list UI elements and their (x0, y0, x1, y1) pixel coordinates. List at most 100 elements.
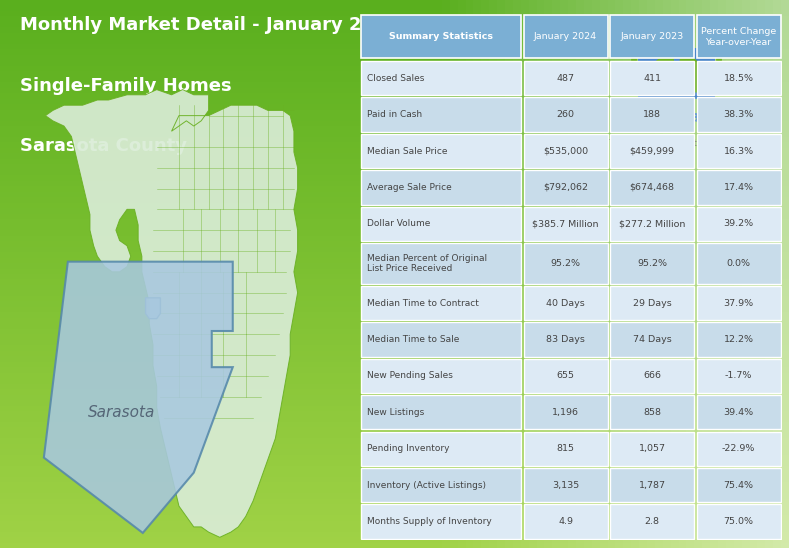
Text: 39.4%: 39.4% (724, 408, 753, 417)
Text: $792,062: $792,062 (543, 183, 588, 192)
FancyBboxPatch shape (697, 134, 780, 168)
Text: Dollar Volume: Dollar Volume (368, 219, 431, 229)
Text: Single-Family Homes: Single-Family Homes (20, 77, 231, 95)
Text: Pending Inventory: Pending Inventory (368, 444, 450, 453)
Circle shape (622, 17, 647, 39)
Text: Months Supply of Inventory: Months Supply of Inventory (368, 517, 492, 526)
Text: Average Sale Price: Average Sale Price (368, 183, 452, 192)
FancyBboxPatch shape (610, 98, 694, 132)
Text: Florida: Florida (628, 111, 686, 125)
FancyBboxPatch shape (524, 286, 608, 320)
FancyBboxPatch shape (610, 322, 694, 357)
FancyBboxPatch shape (361, 395, 521, 430)
FancyBboxPatch shape (524, 61, 608, 95)
FancyBboxPatch shape (524, 395, 608, 430)
Text: 16.3%: 16.3% (724, 146, 753, 156)
Text: 12.2%: 12.2% (724, 335, 753, 344)
Circle shape (664, 17, 689, 39)
FancyBboxPatch shape (697, 207, 780, 241)
FancyBboxPatch shape (361, 504, 521, 539)
FancyBboxPatch shape (361, 468, 521, 503)
FancyBboxPatch shape (697, 504, 780, 539)
Text: Closed Sales: Closed Sales (368, 73, 424, 83)
Text: 858: 858 (643, 408, 661, 417)
Polygon shape (44, 261, 233, 533)
Text: 74 Days: 74 Days (633, 335, 671, 344)
FancyBboxPatch shape (361, 243, 521, 284)
Text: 29 Days: 29 Days (633, 299, 671, 307)
FancyBboxPatch shape (361, 207, 521, 241)
Text: 1,787: 1,787 (638, 481, 666, 490)
FancyBboxPatch shape (638, 48, 715, 99)
FancyBboxPatch shape (610, 134, 694, 168)
FancyBboxPatch shape (524, 504, 608, 539)
FancyBboxPatch shape (610, 61, 694, 95)
FancyBboxPatch shape (697, 468, 780, 503)
Text: January 2024: January 2024 (534, 32, 597, 41)
Polygon shape (46, 90, 297, 537)
FancyBboxPatch shape (697, 15, 780, 59)
FancyBboxPatch shape (697, 432, 780, 466)
Text: Median Percent of Original
List Price Received: Median Percent of Original List Price Re… (368, 254, 488, 273)
FancyBboxPatch shape (697, 286, 780, 320)
Text: 2.8: 2.8 (645, 517, 660, 526)
Polygon shape (145, 298, 160, 319)
FancyBboxPatch shape (697, 61, 780, 95)
Text: Sarasota: Sarasota (88, 405, 155, 420)
Text: 1,057: 1,057 (638, 444, 666, 453)
FancyBboxPatch shape (524, 207, 608, 241)
Text: 17.4%: 17.4% (724, 183, 753, 192)
FancyBboxPatch shape (524, 359, 608, 393)
FancyBboxPatch shape (697, 322, 780, 357)
Polygon shape (623, 42, 731, 93)
Text: 411: 411 (643, 73, 661, 83)
FancyBboxPatch shape (524, 432, 608, 466)
FancyBboxPatch shape (361, 286, 521, 320)
FancyBboxPatch shape (610, 395, 694, 430)
Text: 38.3%: 38.3% (724, 110, 753, 119)
Text: 39.2%: 39.2% (724, 219, 753, 229)
FancyBboxPatch shape (697, 359, 780, 393)
Text: -1.7%: -1.7% (725, 372, 753, 380)
Text: $277.2 Million: $277.2 Million (619, 219, 686, 229)
Text: Realtors: Realtors (628, 111, 739, 125)
Text: -22.9%: -22.9% (722, 444, 755, 453)
FancyBboxPatch shape (361, 170, 521, 204)
Text: 3,135: 3,135 (552, 481, 579, 490)
FancyBboxPatch shape (697, 395, 780, 430)
Text: 1,196: 1,196 (552, 408, 579, 417)
Text: New Pending Sales: New Pending Sales (368, 372, 453, 380)
Text: $535,000: $535,000 (543, 146, 588, 156)
Text: Percent Change
Year-over-Year: Percent Change Year-over-Year (701, 27, 776, 47)
Text: 83 Days: 83 Days (546, 335, 585, 344)
FancyBboxPatch shape (524, 134, 608, 168)
FancyBboxPatch shape (610, 432, 694, 466)
Text: 815: 815 (556, 444, 574, 453)
FancyBboxPatch shape (361, 432, 521, 466)
Text: 666: 666 (643, 372, 661, 380)
Text: 40 Days: 40 Days (546, 299, 585, 307)
Text: 37.9%: 37.9% (724, 299, 753, 307)
Text: The Voice for Real Estate® in Florida: The Voice for Real Estate® in Florida (606, 139, 747, 148)
Text: Inventory (Active Listings): Inventory (Active Listings) (368, 481, 486, 490)
FancyBboxPatch shape (361, 15, 521, 59)
Text: Median Time to Sale: Median Time to Sale (368, 335, 460, 344)
Text: Median Time to Contract: Median Time to Contract (368, 299, 479, 307)
Text: 75.0%: 75.0% (724, 517, 753, 526)
FancyBboxPatch shape (610, 170, 694, 204)
Circle shape (706, 17, 731, 39)
Text: 188: 188 (643, 110, 661, 119)
Text: ®: ® (731, 109, 739, 118)
Text: 260: 260 (556, 110, 574, 119)
Text: Summary Statistics: Summary Statistics (389, 32, 493, 41)
FancyBboxPatch shape (697, 98, 780, 132)
Text: 95.2%: 95.2% (551, 259, 581, 268)
Text: 0.0%: 0.0% (727, 259, 750, 268)
FancyBboxPatch shape (524, 170, 608, 204)
Text: Paid in Cash: Paid in Cash (368, 110, 422, 119)
FancyBboxPatch shape (610, 243, 694, 284)
Text: $459,999: $459,999 (630, 146, 675, 156)
FancyBboxPatch shape (610, 468, 694, 503)
FancyBboxPatch shape (361, 98, 521, 132)
Text: Median Sale Price: Median Sale Price (368, 146, 448, 156)
